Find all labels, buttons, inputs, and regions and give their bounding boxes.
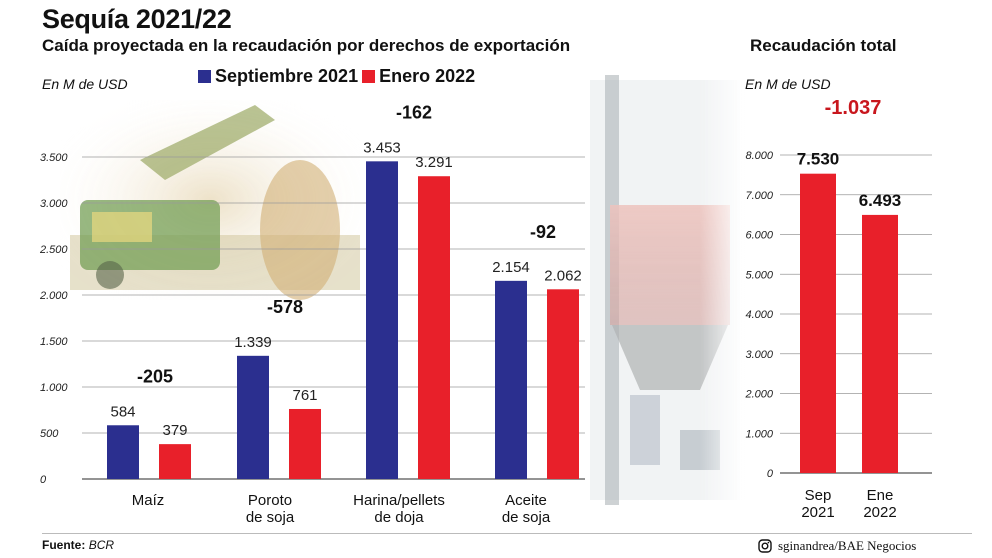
category-label: de soja: [246, 509, 295, 526]
y-tick-label: 3.500: [40, 152, 68, 164]
bar-value-label: 6.493: [859, 191, 902, 210]
legend-swatch-ene: [362, 70, 376, 83]
legend: Septiembre 2021 Enero 2022: [198, 66, 475, 87]
y-tick-label: 2.000: [744, 389, 773, 401]
y-tick-label: 3.000: [745, 349, 773, 361]
y-tick-label: 5.000: [745, 269, 773, 281]
category-label: 2022: [863, 504, 896, 521]
bar: [418, 176, 450, 479]
category-label: Sep: [805, 487, 832, 504]
bar-value-label: 379: [162, 422, 187, 439]
category-label: de soja: [502, 509, 551, 526]
y-tick-label: 0: [40, 474, 47, 486]
credit-text: sginandrea/BAE Negocios: [778, 538, 917, 553]
bar-value-label: 2.062: [544, 267, 582, 284]
footer-credit: sginandrea/BAE Negocios: [758, 538, 916, 554]
bar-value-label: 2.154: [492, 259, 530, 276]
y-tick-label: 1.000: [745, 428, 773, 440]
legend-label-sep: Septiembre 2021: [215, 66, 359, 86]
container-photo: [590, 75, 745, 505]
difference-label: -578: [267, 297, 303, 317]
footer-source: Fuente: BCR: [42, 538, 114, 552]
y-tick-label: 1.000: [40, 382, 68, 394]
category-label: Aceite: [505, 492, 547, 509]
y-tick-label: 2.500: [39, 244, 68, 256]
difference-label: -205: [137, 366, 173, 386]
bar: [495, 280, 527, 479]
bar-value-label: 3.291: [415, 154, 453, 171]
y-tick-label: 0: [767, 468, 774, 480]
unit-label-right: En M de USD: [745, 76, 831, 92]
bar-value-label: 3.453: [363, 139, 401, 156]
bar-value-label: 1.339: [234, 334, 272, 351]
instagram-icon: [758, 539, 772, 553]
total-difference-label: -1.037: [825, 97, 882, 119]
bar-value-label: 584: [110, 403, 135, 420]
bar: [159, 444, 191, 479]
category-label: Ene: [867, 487, 894, 504]
bar-value-label: 761: [292, 387, 317, 404]
source-label: Fuente:: [42, 538, 86, 552]
category-label: 2021: [801, 504, 834, 521]
category-label: Harina/pellets: [353, 492, 445, 509]
category-label: Maíz: [132, 492, 165, 509]
legend-label-ene: Enero 2022: [379, 66, 476, 86]
difference-label: -162: [396, 102, 432, 122]
y-tick-label: 1.500: [40, 336, 68, 348]
unit-label-left: En M de USD: [42, 76, 128, 92]
bar: [547, 289, 579, 479]
page-subtitle: Caída proyectada en la recaudación por d…: [42, 36, 571, 55]
bar: [107, 425, 139, 479]
bar: [366, 161, 398, 479]
category-label: de doja: [374, 509, 424, 526]
legend-swatch-sep: [198, 70, 211, 83]
y-tick-label: 4.000: [745, 309, 773, 321]
harvester-photo: [60, 100, 360, 300]
bar: [862, 214, 898, 473]
y-tick-label: 7.000: [745, 190, 773, 202]
y-tick-label: 500: [40, 428, 59, 440]
source-value: BCR: [88, 538, 115, 552]
category-label: Poroto: [248, 492, 292, 509]
bar-value-label: 7.530: [797, 150, 840, 169]
bar: [289, 408, 321, 479]
page-title: Sequía 2021/22: [42, 4, 232, 34]
bar: [800, 173, 836, 473]
y-tick-label: 3.000: [40, 198, 68, 210]
footer-divider: [42, 533, 972, 534]
right-chart-title: Recaudación total: [750, 36, 897, 55]
y-tick-label: 2.000: [39, 290, 68, 302]
difference-label: -92: [530, 222, 556, 242]
bar: [237, 355, 269, 479]
y-tick-label: 8.000: [745, 150, 773, 162]
y-tick-label: 6.000: [745, 230, 773, 242]
